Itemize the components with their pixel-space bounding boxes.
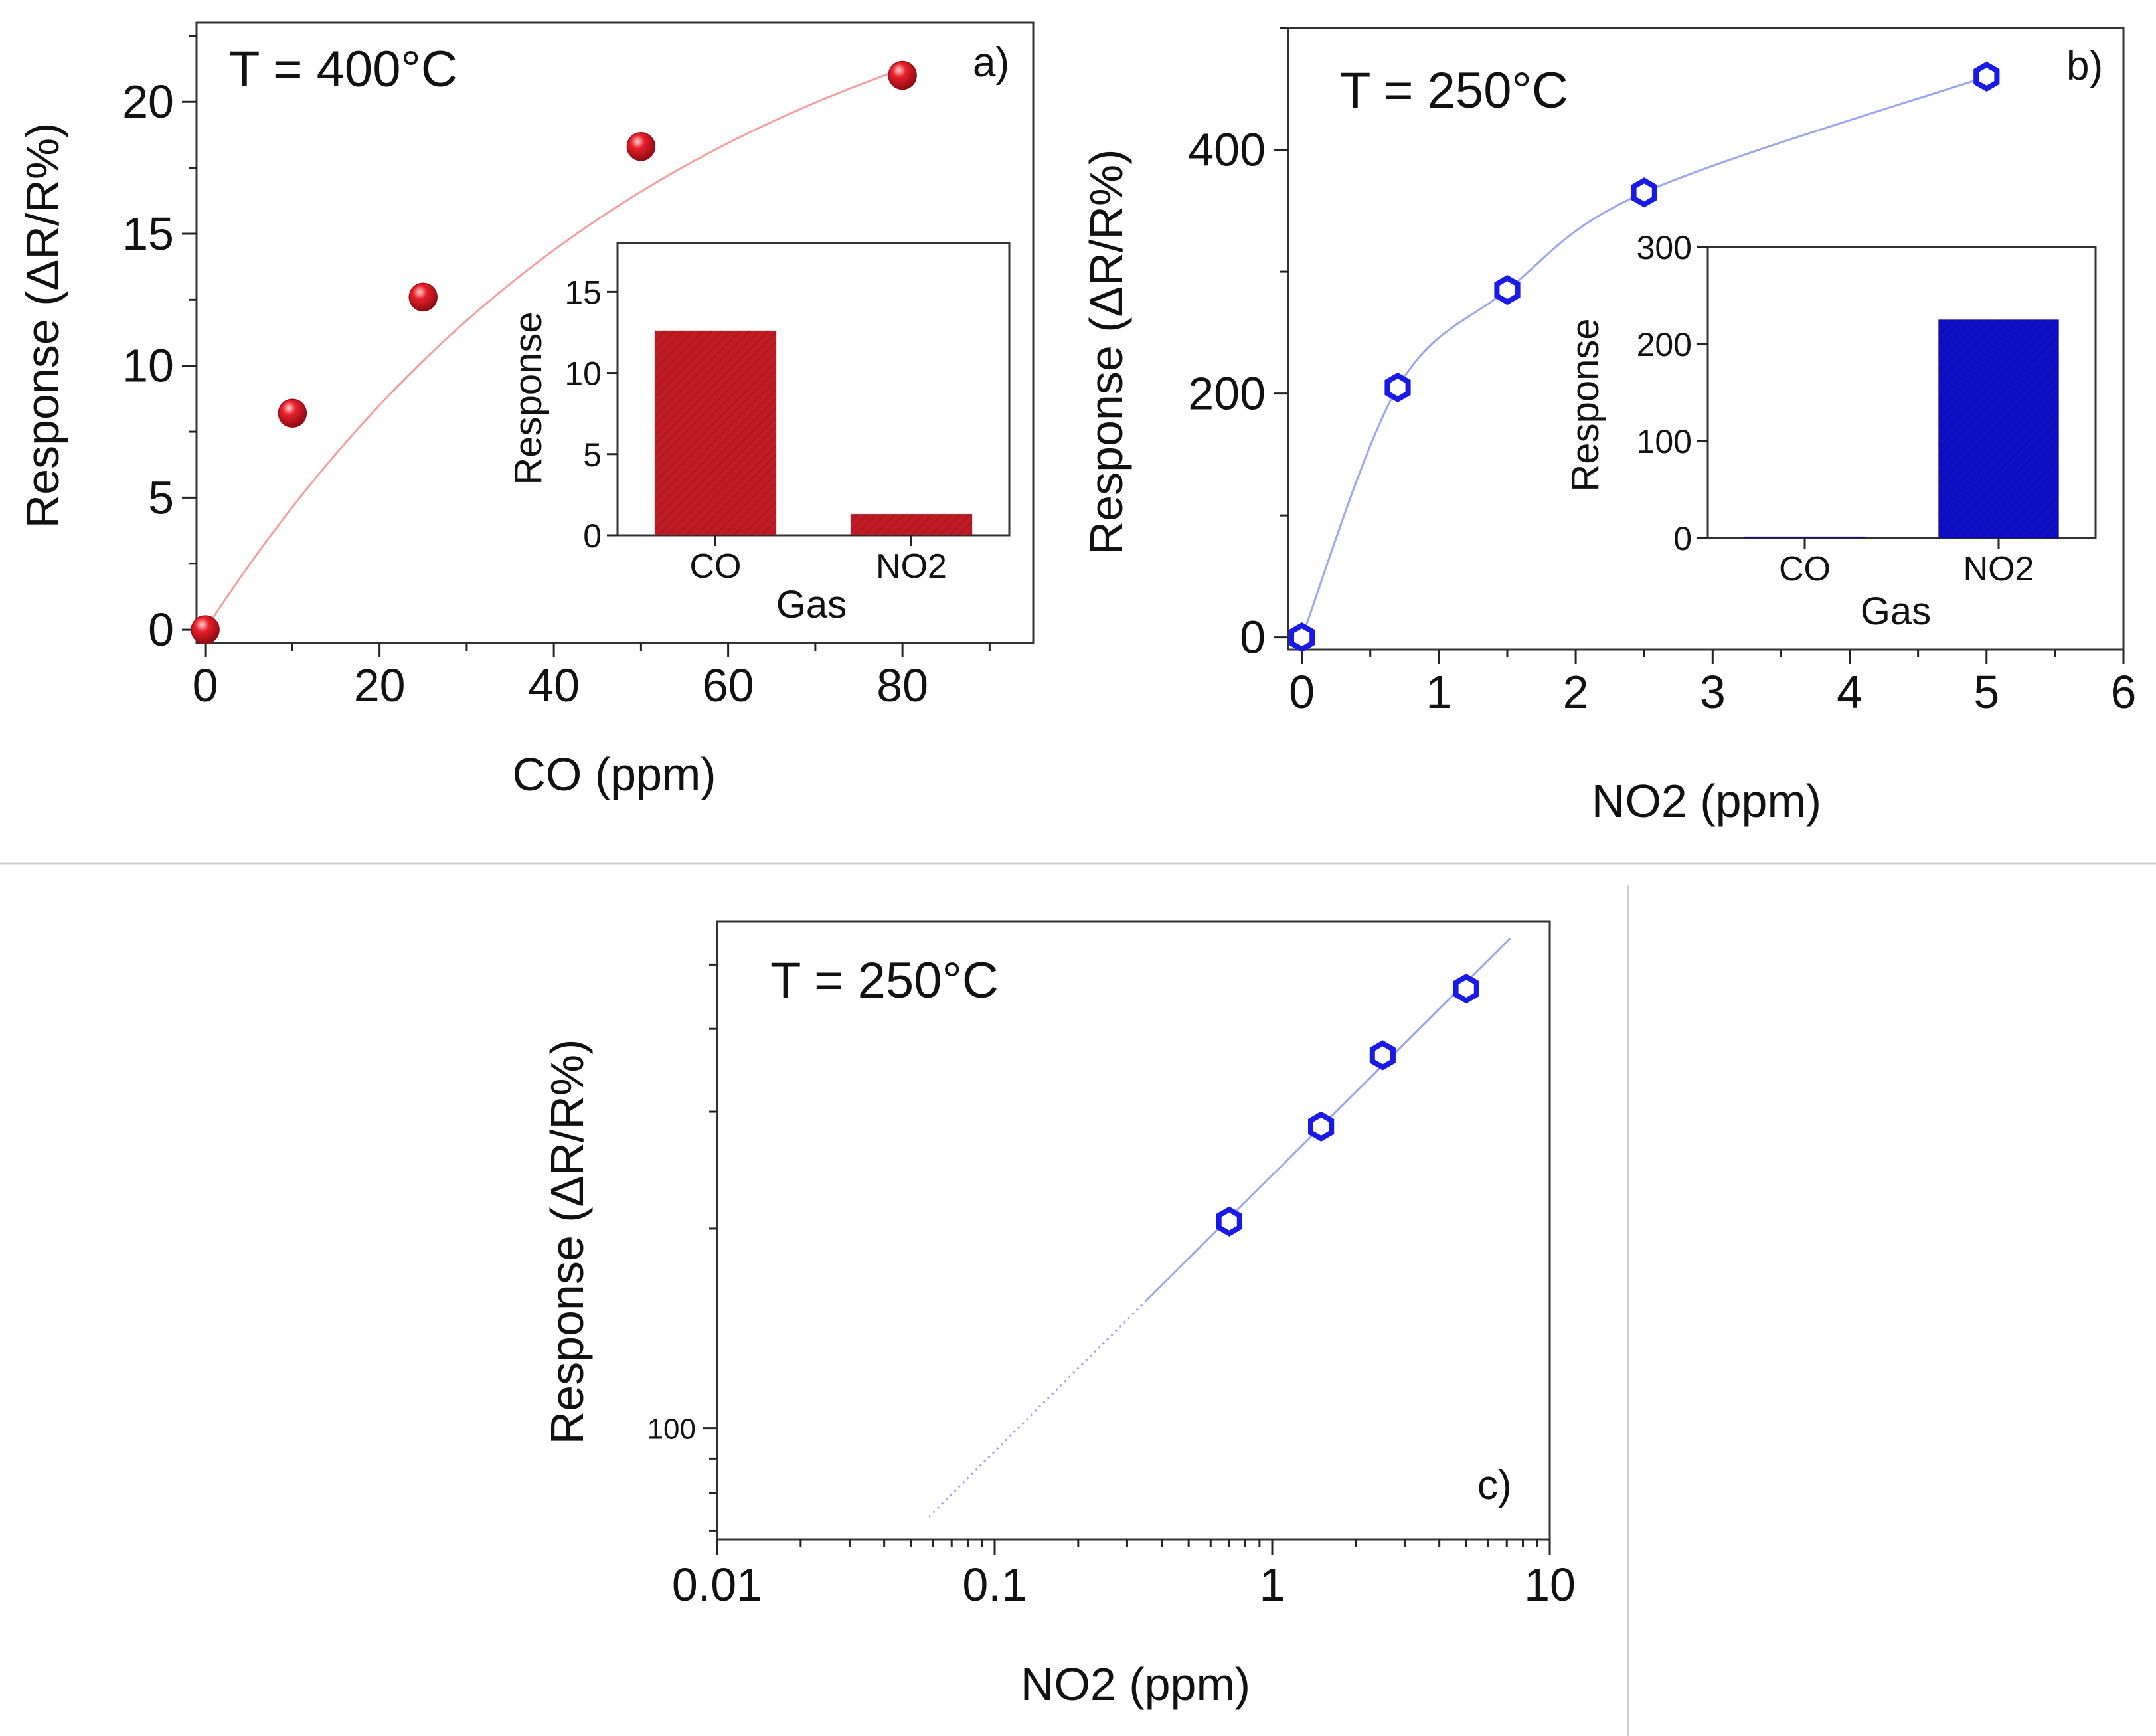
panel-a-inset-x-tick-label: NO2 — [876, 547, 947, 586]
panel-b-inset-bar-no2 — [1938, 319, 2060, 539]
panel-b-x-tick-label: 4 — [1837, 666, 1863, 718]
panel-b-xlabel: NO2 (ppm) — [1592, 775, 1821, 827]
panel-b-data-point — [1631, 177, 1657, 208]
panel-b-inset-x-tick-label: NO2 — [1963, 550, 2034, 588]
panel-c-label: c) — [1477, 1462, 1512, 1508]
panel-b-y-tick-label: 0 — [1240, 612, 1266, 663]
chart-panel-a: Response (ΔR/R%) CO (ppm) T = 400°C a) C… — [17, 21, 1035, 800]
panel-b-data-point — [1973, 61, 2000, 92]
panel-c-annotation: T = 250°C — [770, 952, 999, 1009]
panel-a-inset-xlabel: Gas — [776, 583, 847, 626]
panel-a-data-point — [278, 398, 307, 428]
panel-c-x-tick-label: 0.01 — [672, 1559, 762, 1610]
panel-a-fit-curve — [204, 68, 903, 630]
panel-b-x-tick-label: 6 — [2111, 666, 2137, 718]
panel-a-frame — [195, 21, 1035, 644]
panel-b-inset-y-tick-label: 0 — [1673, 520, 1692, 557]
panel-a-x-tick-label: 20 — [354, 659, 406, 711]
panel-a-y-tick-label: 10 — [122, 340, 174, 392]
panel-b-inset-y-tick-label: 300 — [1637, 229, 1692, 266]
panel-a-inset-y-tick-label: 0 — [583, 517, 602, 555]
panel-b-inset-x-tick-label: CO — [1779, 550, 1831, 588]
panel-b-data-point — [1384, 372, 1411, 403]
panel-b-x-tick-label: 2 — [1563, 666, 1589, 718]
panel-a-annotation: T = 400°C — [229, 41, 457, 98]
panel-b-data-point — [1289, 622, 1315, 653]
panel-a-inset-y-tick-label: 15 — [564, 274, 602, 311]
panel-c-x-tick-label: 10 — [1524, 1559, 1576, 1610]
panel-a-inset-bar-co — [654, 330, 777, 536]
panel-a-inset-bar-no2 — [850, 513, 973, 536]
panel-a-data-point — [626, 132, 656, 161]
panel-a-inset-y-tick-label: 10 — [564, 355, 602, 392]
panel-c-data-point — [1369, 1040, 1396, 1071]
panel-a-ylabel: Response (ΔR/R%) — [17, 123, 68, 529]
panel-a-data-point — [408, 282, 438, 312]
panel-a-x-tick-label: 80 — [876, 659, 928, 711]
panel-c-ylabel: Response (ΔR/R%) — [541, 1039, 593, 1445]
panel-c-data-point — [1308, 1111, 1335, 1142]
panel-b-x-tick-label: 3 — [1700, 666, 1726, 718]
panel-a-xlabel: CO (ppm) — [512, 748, 716, 800]
panel-b-ylabel: Response (ΔR/R%) — [1080, 149, 1132, 555]
panel-b-x-tick-label: 5 — [1973, 666, 1999, 718]
panel-b-inset-y-tick-label: 100 — [1637, 423, 1692, 460]
panel-b-inset-ylabel: Response — [1564, 318, 1607, 491]
panel-a-data-point — [191, 615, 220, 644]
panel-c-y-tick-label: 100 — [647, 1413, 696, 1446]
panel-a-data-point — [888, 60, 917, 90]
panel-c-frame — [716, 920, 1551, 1541]
panel-c-x-tick-label: 1 — [1260, 1559, 1285, 1610]
panel-b-inset: CO NO2 0 100 200 300 — [1637, 229, 2097, 588]
panel-b-x-tick-label: 0 — [1289, 666, 1315, 718]
panel-b-data-point — [1494, 274, 1521, 305]
panel-b-annotation: T = 250°C — [1340, 62, 1568, 119]
panel-b-inset-frame — [1706, 246, 2097, 539]
panel-a-inset-x-tick-label: CO — [690, 547, 742, 586]
panel-a-inset-y-tick-label: 5 — [583, 436, 602, 474]
chart-panel-c: Response (ΔR/R%) NO2 (ppm) T = 250°C c) … — [541, 920, 1576, 1710]
panel-c-data-point — [1216, 1206, 1242, 1237]
panel-a-y-tick-label: 20 — [122, 76, 174, 128]
panel-b-inset-bar-co — [1744, 536, 1866, 539]
panel-a-inset-frame — [616, 242, 1011, 537]
panel-a-x-tick-label: 40 — [528, 659, 580, 711]
panel-c-data-point — [1453, 973, 1479, 1004]
panel-b-inset-xlabel: Gas — [1861, 590, 1931, 633]
panel-a-inset-ylabel: Response — [507, 311, 550, 485]
panel-a-label: a) — [973, 40, 1009, 86]
panel-a-y-tick-label: 15 — [122, 208, 174, 260]
panel-a-x-tick-label: 60 — [703, 659, 754, 711]
panel-b-frame — [1287, 27, 2125, 651]
chart-panel-b: Response (ΔR/R%) NO2 (ppm) T = 250°C b) … — [1080, 27, 2137, 827]
panel-a-y-tick-label: 0 — [148, 604, 174, 655]
panel-b-x-tick-label: 1 — [1426, 666, 1451, 718]
panel-a-y-tick-label: 5 — [148, 472, 174, 523]
panel-c-x-tick-label: 0.1 — [962, 1559, 1027, 1610]
panel-c-xlabel: NO2 (ppm) — [1021, 1658, 1250, 1710]
panel-b-y-tick-label: 400 — [1188, 124, 1266, 176]
panel-a-inset: CO NO2 0 5 10 15 — [564, 242, 1011, 586]
panel-b-y-tick-label: 200 — [1188, 368, 1266, 420]
panel-b-inset-y-tick-label: 200 — [1637, 326, 1692, 363]
panel-b-label: b) — [2066, 43, 2103, 89]
panel-a-x-tick-label: 0 — [193, 659, 218, 711]
